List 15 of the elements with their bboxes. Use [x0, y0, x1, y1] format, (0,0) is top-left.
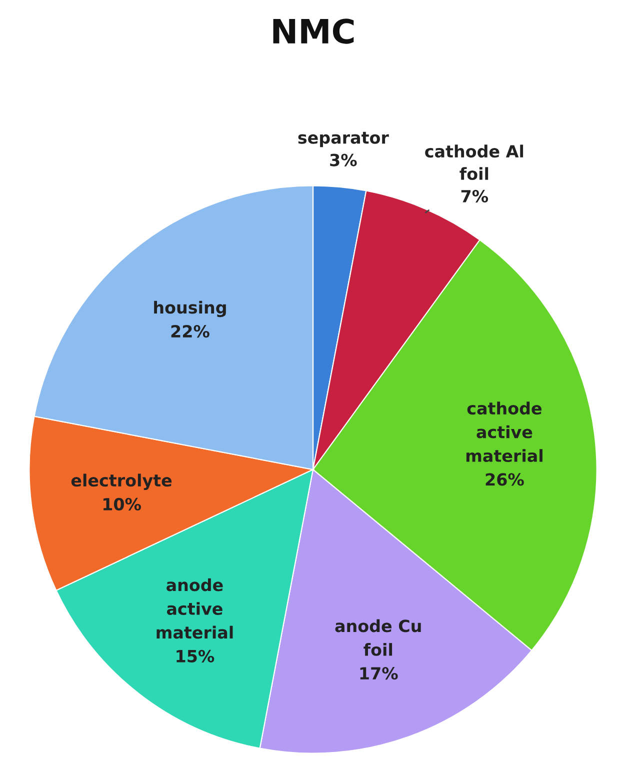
- data-label: 26%: [486, 473, 524, 486]
- data-label: 15%: [176, 650, 214, 662]
- slice-label: anode Cu foil: [335, 619, 421, 656]
- chart-title: NMC: [273, 18, 354, 44]
- data-label: 22%: [171, 324, 210, 338]
- data-label: 10%: [103, 498, 141, 510]
- data-label: 7%: [461, 190, 488, 203]
- data-label: 17%: [360, 667, 398, 680]
- slice-label: electrolyte: [71, 474, 172, 490]
- slice-label: cathode Al foil: [425, 144, 524, 180]
- slice-label: housing: [154, 300, 226, 318]
- slice-label: separator: [298, 132, 389, 148]
- data-label: 3%: [330, 154, 357, 166]
- slice-label: cathode active material: [466, 402, 542, 462]
- slice-label: anode active material: [156, 578, 233, 639]
